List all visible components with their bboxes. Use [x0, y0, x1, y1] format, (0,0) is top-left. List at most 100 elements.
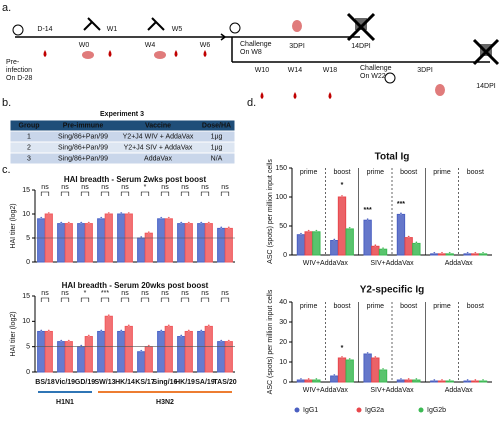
- section-label: boost: [333, 303, 350, 310]
- x-tick-label: SW/13: [94, 379, 115, 386]
- y-tick-label: 100: [275, 194, 287, 201]
- data-dot: [348, 357, 351, 361]
- bar: [304, 379, 313, 383]
- y-tick-label: 0: [283, 379, 287, 386]
- x-tick-label: GD/19: [75, 379, 95, 386]
- bar: [337, 357, 347, 383]
- bar: [64, 341, 73, 373]
- data-dot: [333, 238, 336, 241]
- significance-bracket: [60, 191, 70, 196]
- table: Experiment 3 Group Pre-immune Vaccine Dose/H…: [9, 111, 236, 165]
- data-dot: [100, 216, 103, 219]
- data-dot: [127, 324, 130, 327]
- panel-label: d.: [247, 97, 256, 109]
- chart-title: Total Ig: [375, 152, 410, 163]
- data-dot: [315, 229, 318, 232]
- legend-swatch: [356, 407, 362, 413]
- y-tick-label: 10: [279, 359, 287, 366]
- bar: [144, 232, 153, 263]
- data-dot: [47, 329, 50, 332]
- data-dot: [433, 378, 436, 382]
- table-cell: Y2+J4 WIV + AddaVax: [123, 133, 194, 140]
- y-tick-label: 50: [279, 223, 287, 230]
- significance-bracket: [220, 297, 230, 302]
- data-dot: [180, 221, 183, 224]
- panel-label: c.: [2, 164, 11, 176]
- significance-label: ns: [201, 184, 209, 191]
- timeline-point: W14: [288, 67, 303, 74]
- y-tick-label: 0: [283, 252, 287, 259]
- data-dot: [448, 251, 451, 254]
- y-tick-label: 0: [26, 259, 30, 266]
- bar: [184, 330, 193, 373]
- data-dot: [227, 226, 230, 229]
- data-dot: [415, 241, 418, 244]
- data-dot: [47, 211, 50, 215]
- section-label: prime: [367, 169, 385, 176]
- timeline-point: W1: [107, 26, 118, 33]
- panel-label: a.: [2, 2, 11, 14]
- data-dot: [140, 349, 143, 352]
- bar: [224, 227, 233, 263]
- x-tick-label: HK/14: [115, 379, 135, 386]
- x-tick-label: KS/17: [135, 379, 155, 386]
- significance-label: ns: [221, 290, 229, 297]
- group-label: AddaVax: [445, 260, 473, 267]
- timeline-label: Pre-: [6, 59, 20, 66]
- y-tick-label: 150: [275, 165, 287, 172]
- data-dot: [399, 212, 403, 215]
- bar: [77, 346, 86, 373]
- bar: [164, 325, 173, 373]
- significance-label: ns: [121, 290, 129, 297]
- data-dot: [381, 247, 385, 250]
- timeline-label: Challenge: [360, 65, 392, 72]
- group-label: SIV+AddaVax: [370, 260, 414, 267]
- bar: [184, 223, 193, 263]
- timeline-label: On D-28: [6, 75, 33, 82]
- bar: [217, 227, 226, 263]
- y-tick-label: 5: [26, 235, 30, 242]
- bar: [97, 218, 106, 263]
- group-label: WIV+AddaVax: [303, 260, 349, 267]
- bar: [412, 379, 421, 383]
- data-dot: [474, 251, 477, 254]
- x-tick-label: SA/19: [195, 379, 215, 386]
- table-cell: Y2+J4 SIV + AddaVax: [124, 144, 193, 151]
- significance-bracket: [160, 191, 170, 196]
- legend-swatch: [418, 407, 424, 413]
- significance-bracket: [80, 191, 90, 196]
- data-dot: [448, 378, 451, 382]
- bar: [412, 242, 421, 256]
- data-dot: [299, 377, 303, 381]
- bar: [337, 196, 347, 256]
- y-tick-label: 15: [22, 187, 30, 194]
- bar: [312, 379, 321, 383]
- y-tick-label: 10: [22, 318, 30, 325]
- y-tick-label: 10: [22, 211, 30, 218]
- bar: [177, 223, 186, 263]
- bar: [371, 357, 380, 383]
- table-header: Pre-immune: [63, 122, 104, 129]
- section-label: prime: [300, 169, 318, 176]
- significance-label: ns: [101, 184, 109, 191]
- data-dot: [227, 339, 230, 342]
- bar: [404, 237, 413, 256]
- table-row: [9, 141, 236, 154]
- group-label: H1N1: [56, 399, 74, 406]
- section-label: boost: [400, 169, 417, 176]
- table-cell: Sing/86+Pan/99: [58, 133, 108, 140]
- timeline-point: 14DPI: [351, 43, 371, 50]
- data-dot: [340, 194, 344, 198]
- significance-label: ***: [101, 290, 109, 297]
- data-dot: [399, 377, 403, 381]
- data-dot: [40, 329, 43, 332]
- table-header: Group: [19, 122, 40, 129]
- bar: [396, 379, 406, 383]
- timeline-label: infection: [6, 67, 32, 74]
- data-dot: [481, 251, 485, 254]
- data-dot: [120, 211, 123, 215]
- significance-bracket: [220, 191, 230, 196]
- y-axis-label: HAI titer (log2): [10, 203, 17, 248]
- data-dot: [120, 329, 123, 332]
